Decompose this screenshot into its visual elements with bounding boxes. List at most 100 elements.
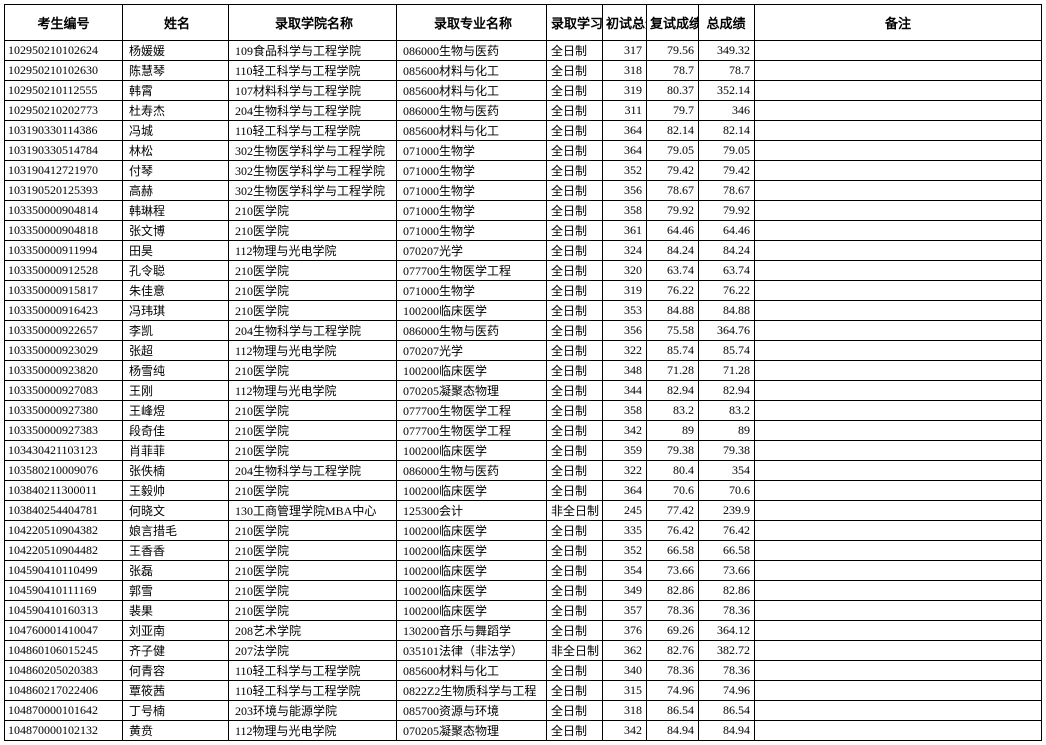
cell-id: 103430421103123 — [5, 441, 123, 461]
cell-note — [755, 321, 1042, 341]
cell-note — [755, 81, 1042, 101]
cell-prelim: 324 — [603, 241, 647, 261]
cell-prelim: 320 — [603, 261, 647, 281]
cell-note — [755, 441, 1042, 461]
table-row: 104590410111169郭雪210医学院100200临床医学全日制3498… — [5, 581, 1042, 601]
cell-prelim: 356 — [603, 321, 647, 341]
cell-retest: 82.94 — [647, 381, 699, 401]
cell-total: 79.42 — [699, 161, 755, 181]
cell-major: 100200临床医学 — [397, 601, 547, 621]
table-row: 104860217022406覃筱茜110轻工科学与工程学院0822Z2生物质科… — [5, 681, 1042, 701]
cell-name: 齐子健 — [123, 641, 229, 661]
cell-prelim: 353 — [603, 301, 647, 321]
table-row: 102950210102630陈慧琴110轻工科学与工程学院085600材料与化… — [5, 61, 1042, 81]
cell-major: 100200临床医学 — [397, 581, 547, 601]
cell-mode: 全日制 — [547, 281, 603, 301]
cell-name: 张佚楠 — [123, 461, 229, 481]
cell-retest: 82.76 — [647, 641, 699, 661]
cell-college: 210医学院 — [229, 521, 397, 541]
cell-name: 杨媛媛 — [123, 41, 229, 61]
cell-id: 103350000911994 — [5, 241, 123, 261]
cell-major: 085600材料与化工 — [397, 661, 547, 681]
cell-name: 裴果 — [123, 601, 229, 621]
cell-mode: 全日制 — [547, 241, 603, 261]
header-row: 考生编号 姓名 录取学院名称 录取专业名称 录取学习方式 初试总分 复试成绩 总… — [5, 5, 1042, 41]
cell-id: 103580210009076 — [5, 461, 123, 481]
cell-major: 100200临床医学 — [397, 301, 547, 321]
cell-note — [755, 341, 1042, 361]
admissions-table: 考生编号 姓名 录取学院名称 录取专业名称 录取学习方式 初试总分 复试成绩 总… — [4, 4, 1042, 741]
cell-total: 78.36 — [699, 601, 755, 621]
cell-retest: 74.96 — [647, 681, 699, 701]
header-note: 备注 — [755, 5, 1042, 41]
cell-major: 071000生物学 — [397, 201, 547, 221]
cell-note — [755, 421, 1042, 441]
cell-id: 102950210112555 — [5, 81, 123, 101]
cell-total: 76.22 — [699, 281, 755, 301]
cell-major: 085700资源与环境 — [397, 701, 547, 721]
cell-retest: 79.56 — [647, 41, 699, 61]
cell-name: 付琴 — [123, 161, 229, 181]
cell-name: 张超 — [123, 341, 229, 361]
cell-mode: 全日制 — [547, 361, 603, 381]
table-row: 104870000101642丁号楠203环境与能源学院085700资源与环境全… — [5, 701, 1042, 721]
cell-college: 112物理与光电学院 — [229, 721, 397, 741]
cell-major: 077700生物医学工程 — [397, 421, 547, 441]
cell-id: 104870000102132 — [5, 721, 123, 741]
cell-note — [755, 141, 1042, 161]
cell-note — [755, 461, 1042, 481]
cell-mode: 全日制 — [547, 701, 603, 721]
cell-note — [755, 121, 1042, 141]
cell-prelim: 362 — [603, 641, 647, 661]
cell-mode: 全日制 — [547, 521, 603, 541]
cell-prelim: 342 — [603, 421, 647, 441]
cell-major: 100200临床医学 — [397, 481, 547, 501]
cell-major: 125300会计 — [397, 501, 547, 521]
cell-note — [755, 521, 1042, 541]
cell-id: 103350000922657 — [5, 321, 123, 341]
cell-retest: 79.05 — [647, 141, 699, 161]
header-retest: 复试成绩 — [647, 5, 699, 41]
cell-major: 086000生物与医药 — [397, 101, 547, 121]
cell-college: 107材料科学与工程学院 — [229, 81, 397, 101]
cell-mode: 全日制 — [547, 461, 603, 481]
cell-note — [755, 161, 1042, 181]
cell-mode: 全日制 — [547, 161, 603, 181]
cell-name: 李凯 — [123, 321, 229, 341]
cell-prelim: 359 — [603, 441, 647, 461]
cell-prelim: 319 — [603, 81, 647, 101]
cell-college: 109食品科学与工程学院 — [229, 41, 397, 61]
cell-college: 210医学院 — [229, 401, 397, 421]
cell-name: 王毅帅 — [123, 481, 229, 501]
cell-retest: 80.4 — [647, 461, 699, 481]
cell-college: 110轻工科学与工程学院 — [229, 681, 397, 701]
cell-major: 070207光学 — [397, 241, 547, 261]
table-row: 104590410160313裴果210医学院100200临床医学全日制3577… — [5, 601, 1042, 621]
cell-mode: 全日制 — [547, 481, 603, 501]
cell-mode: 全日制 — [547, 221, 603, 241]
cell-total: 79.05 — [699, 141, 755, 161]
cell-major: 071000生物学 — [397, 181, 547, 201]
cell-mode: 全日制 — [547, 421, 603, 441]
cell-major: 100200临床医学 — [397, 561, 547, 581]
cell-name: 韩琳程 — [123, 201, 229, 221]
cell-retest: 82.86 — [647, 581, 699, 601]
cell-note — [755, 181, 1042, 201]
cell-note — [755, 61, 1042, 81]
cell-college: 210医学院 — [229, 421, 397, 441]
cell-total: 83.2 — [699, 401, 755, 421]
cell-mode: 全日制 — [547, 301, 603, 321]
cell-name: 高赫 — [123, 181, 229, 201]
cell-total: 82.14 — [699, 121, 755, 141]
cell-retest: 63.74 — [647, 261, 699, 281]
table-row: 103350000911994田昊112物理与光电学院070207光学全日制32… — [5, 241, 1042, 261]
cell-retest: 77.42 — [647, 501, 699, 521]
cell-total: 84.94 — [699, 721, 755, 741]
cell-note — [755, 581, 1042, 601]
cell-college: 210医学院 — [229, 481, 397, 501]
cell-total: 86.54 — [699, 701, 755, 721]
cell-total: 352.14 — [699, 81, 755, 101]
cell-major: 071000生物学 — [397, 221, 547, 241]
cell-total: 82.86 — [699, 581, 755, 601]
cell-college: 210医学院 — [229, 441, 397, 461]
